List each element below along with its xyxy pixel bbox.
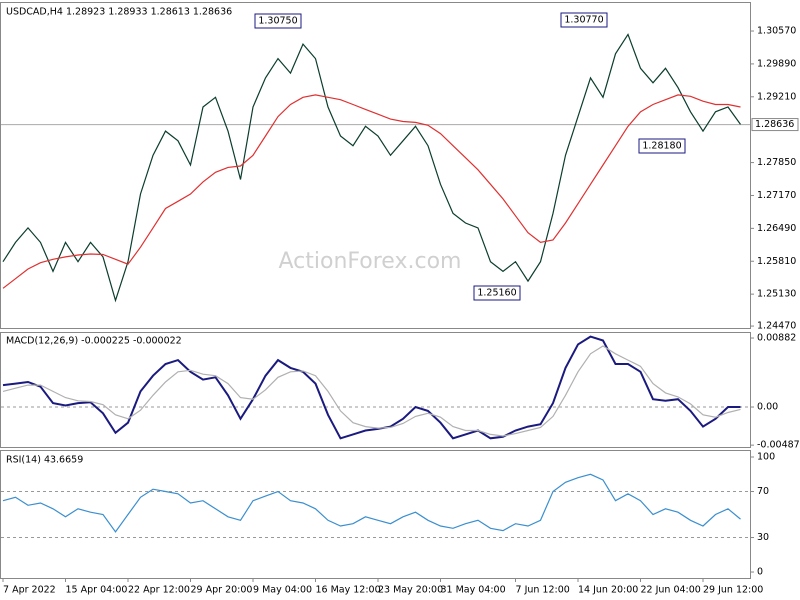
y-tick-label: -0.004872 [757,440,800,451]
annotation: 1.25160 [477,288,516,299]
watermark: ActionForex.com [279,249,462,274]
y-tick-label: 0 [757,567,763,578]
price-panel [0,2,751,329]
current-price-label: 1.28636 [755,119,794,130]
series-line [2,335,741,440]
y-tick-label: 1.29210 [757,91,796,102]
macd-panel [0,332,751,448]
y-tick-label: 1.25810 [757,256,796,267]
y-tick-label: 1.25130 [757,289,796,300]
annotation-box [473,285,521,301]
annotation-box [254,13,302,29]
series-line [2,473,741,533]
y-tick-label: 70 [757,486,769,497]
y-tick-label: 30 [757,532,769,543]
macd-title: MACD(12,26,9) -0.000225 -0.000022 [6,336,182,347]
annotation-box [560,12,608,28]
annotation: 1.28180 [642,141,681,152]
x-tick-label: 7 Apr 2022 [3,585,56,596]
current-price-box [751,118,799,132]
x-tick-label: 7 Jun 12:00 [516,585,570,596]
series-line [2,33,741,303]
annotation: 1.30750 [258,16,297,27]
y-tick-label: 1.26490 [757,223,796,234]
x-tick-label: 15 Apr 04:00 [66,585,128,596]
x-tick-label: 29 Apr 20:00 [191,585,253,596]
x-tick-label: 9 May 04:00 [253,585,312,596]
x-tick-label: 22 Jun 04:00 [641,585,701,596]
x-tick-label: 31 May 04:00 [441,585,506,596]
annotation: 1.30770 [564,15,603,26]
price-title: USDCAD,H4 1.28923 1.28933 1.28613 1.2863… [6,7,232,18]
y-tick-label: 0.00882 [757,333,796,344]
y-tick-label: 1.27850 [757,157,796,168]
x-tick-label: 16 May 12:00 [316,585,381,596]
rsi-title: RSI(14) 43.6659 [6,455,83,466]
series-line [2,345,741,437]
y-tick-label: 1.30570 [757,26,796,37]
x-tick-label: 23 May 20:00 [378,585,443,596]
x-tick-label: 22 Apr 12:00 [128,585,190,596]
y-tick-label: 1.24470 [757,321,796,332]
annotation-box [638,138,686,154]
series-line [2,94,741,289]
y-tick-label: 1.29890 [757,58,796,69]
x-tick-label: 14 Jun 20:00 [578,585,638,596]
rsi-panel [0,450,751,579]
y-tick-label: 100 [757,452,775,463]
y-tick-label: 0.00 [757,402,778,413]
x-tick-label: 29 Jun 12:00 [703,585,763,596]
y-tick-label: 1.27170 [757,190,796,201]
